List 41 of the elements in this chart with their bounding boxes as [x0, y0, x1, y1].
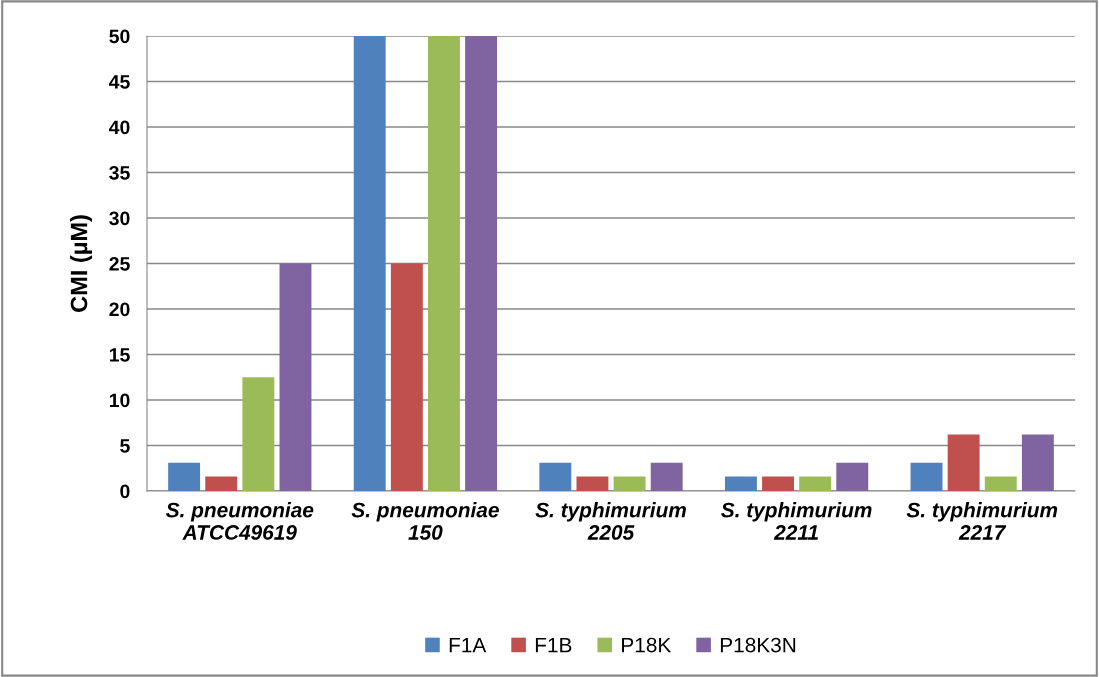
bar [613, 476, 646, 491]
y-tick-label: 15 [109, 348, 130, 362]
y-tick-label: 45 [109, 75, 130, 89]
y-tick-label: 25 [109, 256, 130, 271]
x-tick-label: S. typhimurium 2217 [906, 502, 1058, 540]
y-tick-label: 20 [109, 302, 130, 317]
legend-label: P18K3N [720, 637, 796, 653]
y-tick-label: 30 [109, 211, 130, 226]
bar [465, 36, 498, 491]
bar [353, 36, 386, 491]
y-tick-label: 10 [109, 393, 130, 408]
bar [1021, 434, 1054, 491]
bar [168, 462, 201, 491]
legend-label: P18K [622, 637, 672, 653]
legend-label: F1B [535, 637, 572, 653]
bar [242, 377, 275, 491]
y-tick-label: 0 [120, 484, 130, 499]
bar [799, 476, 832, 491]
y-tick-label: 35 [109, 165, 130, 180]
bar [205, 476, 238, 491]
x-tick-label: S. typhimurium 2205 [535, 502, 686, 540]
y-tick-label: 50 [109, 29, 130, 44]
bar [650, 462, 683, 491]
bar [947, 434, 980, 491]
y-axis-title: CMI (µM) [70, 215, 93, 312]
bar [724, 476, 757, 491]
x-tick-label: S. pneumoniae 150 [351, 502, 499, 540]
legend-label: F1A [449, 637, 487, 653]
bar [428, 36, 460, 491]
y-tick-label: 5 [120, 439, 130, 453]
y-tick-label: 40 [109, 120, 130, 135]
bar [539, 462, 572, 491]
bar [762, 476, 794, 491]
bar [279, 263, 312, 491]
bar [390, 263, 423, 491]
bar [910, 462, 943, 491]
bar [576, 476, 609, 491]
x-tick-label: S. typhimurium 2211 [721, 502, 872, 540]
bar [836, 462, 869, 491]
x-tick-label: S. pneumoniae ATCC49619 [165, 502, 314, 540]
bar [984, 476, 1017, 491]
